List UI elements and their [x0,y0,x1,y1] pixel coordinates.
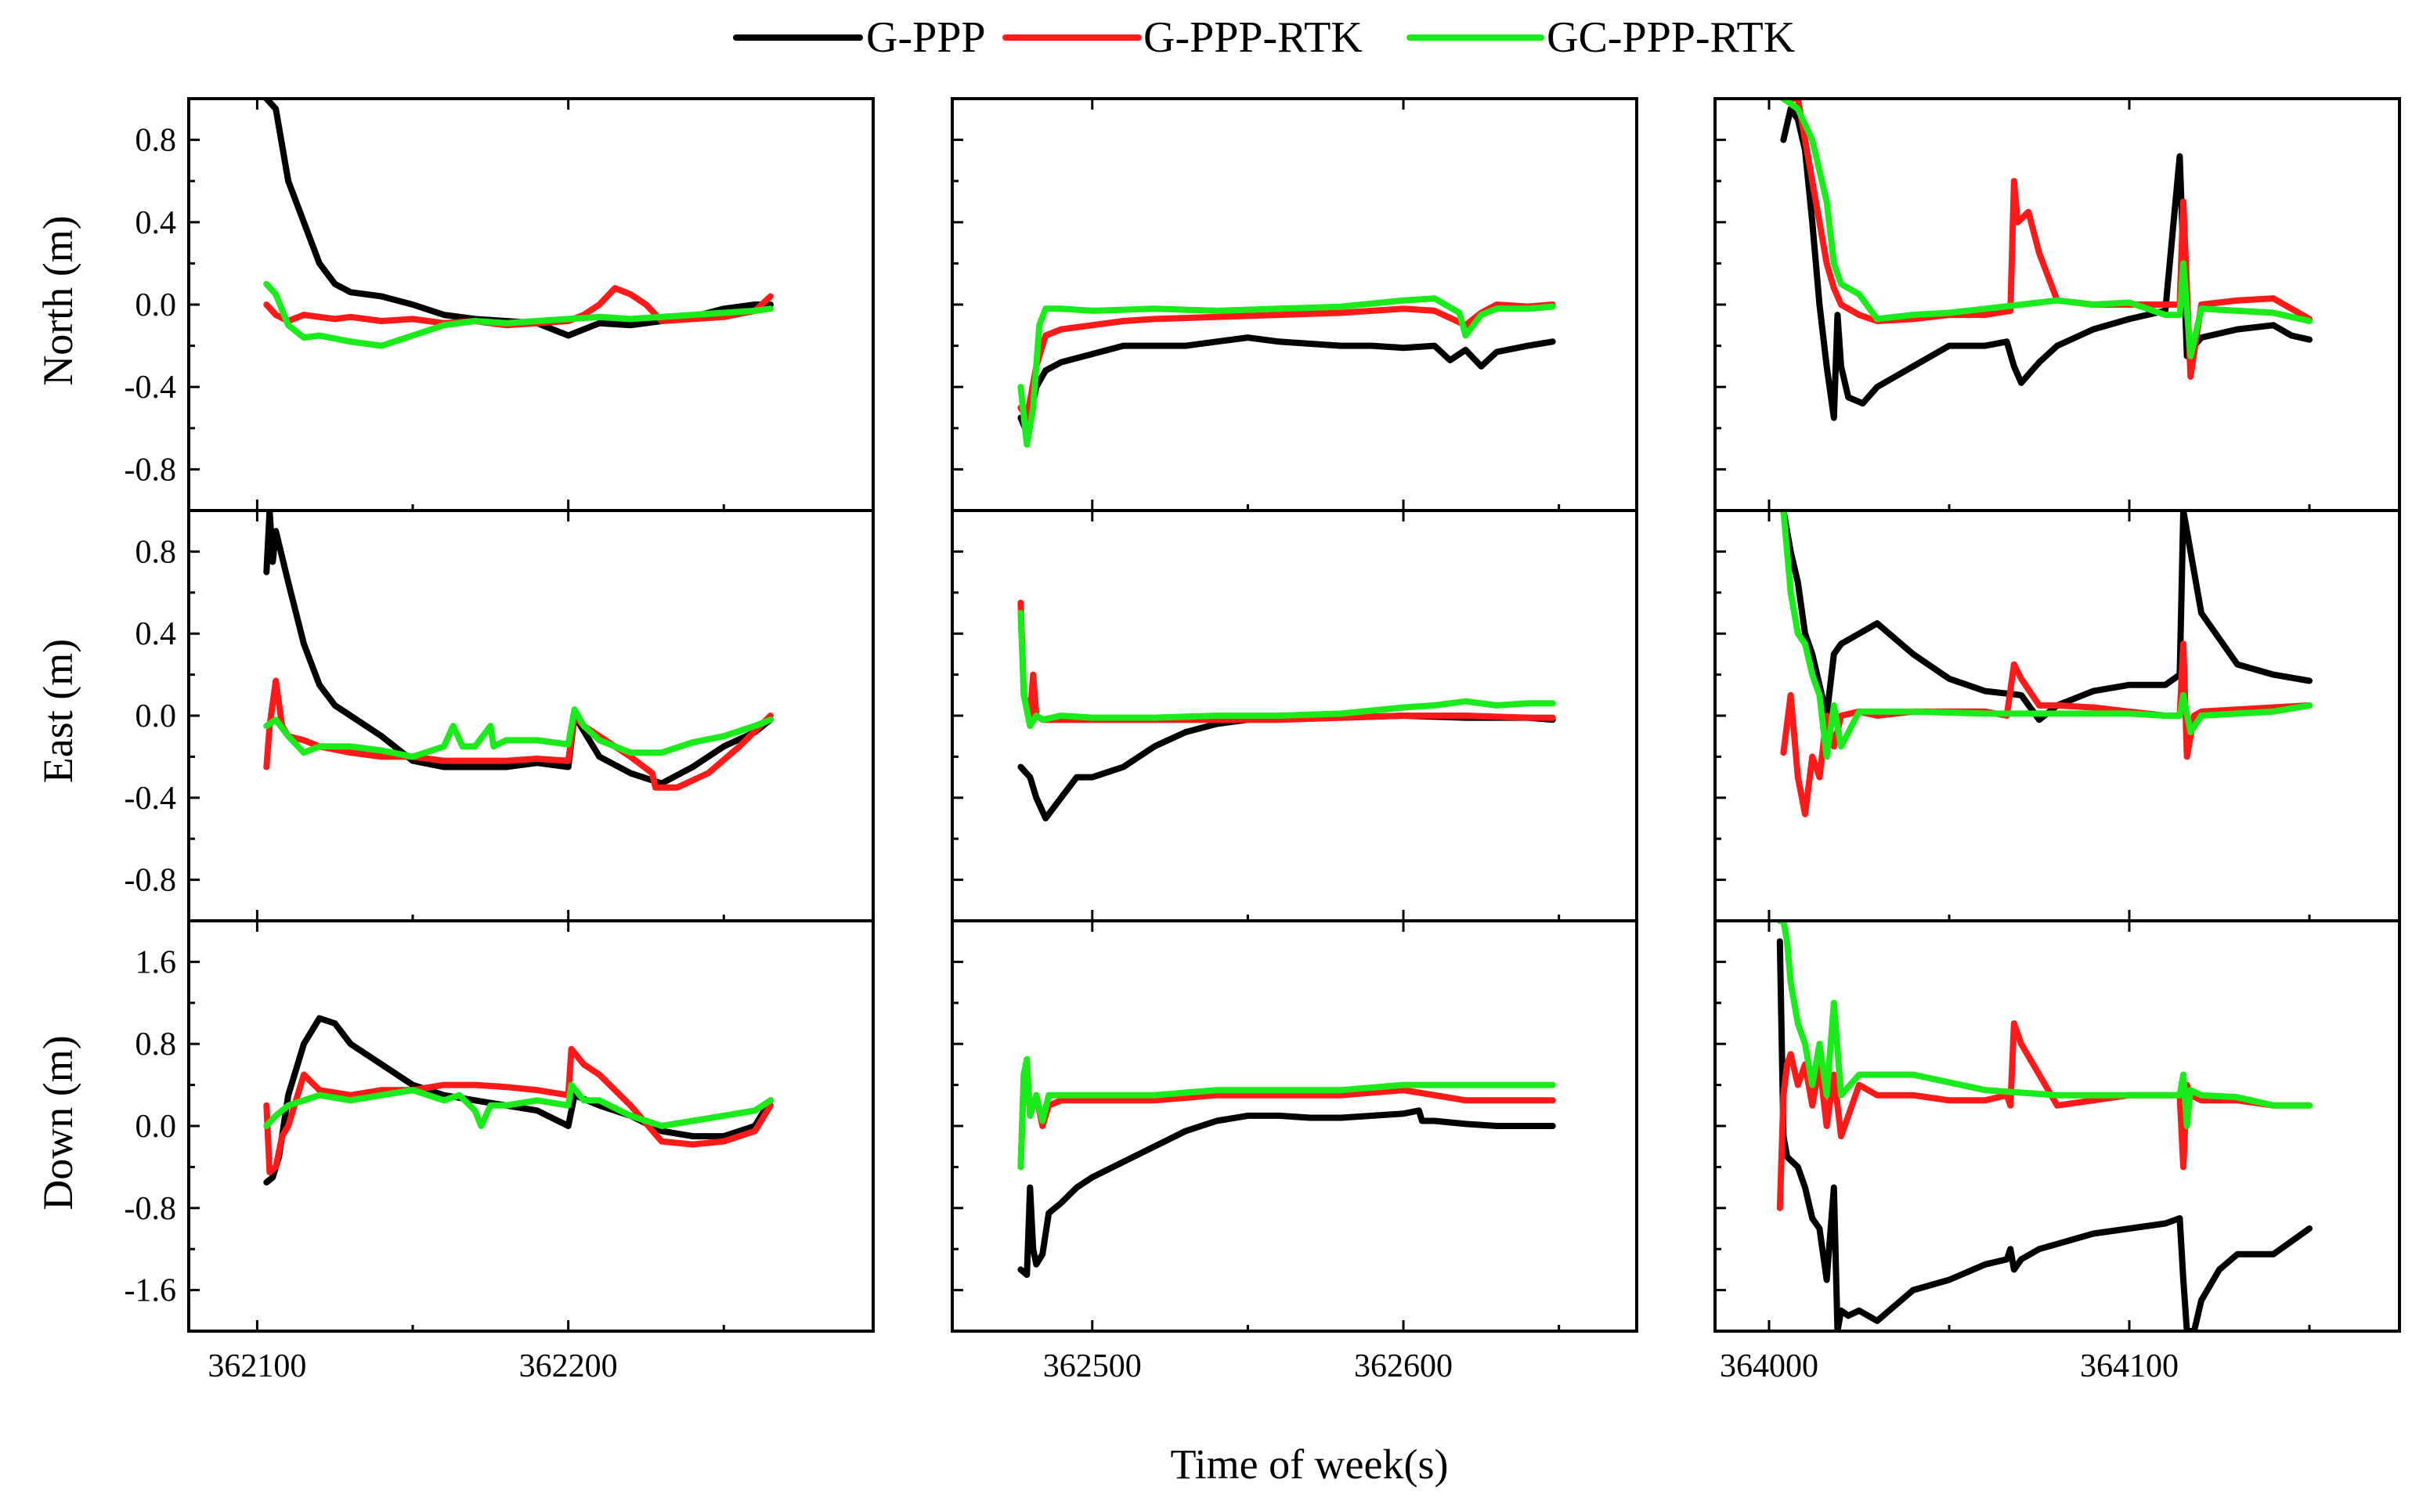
x-axis-title: Time of week(s) [1171,1441,1449,1488]
series-line-gc-ppp-rtk [1776,921,2313,1129]
series-line-g-ppp [1776,938,2313,1331]
series-line-g-ppp [1017,1107,1556,1278]
y-tick-label: -0.4 [125,370,177,406]
y-axis-title-east: East (m) [34,639,81,783]
panel-r0-c2 [1713,97,2401,512]
series-line-gc-ppp-rtk [1780,511,2313,760]
y-tick-label: 0.4 [135,205,177,241]
y-tick-label: 0.0 [135,287,177,323]
panel-r2-c0: 1.6 0.8 0.0 -0.8 -1.6 362100 362200 [125,919,875,1384]
y-tick-label: -0.8 [125,863,177,899]
y-tick-label: 0.0 [135,698,177,734]
legend-label-g-ppp: G-PPP [866,13,986,62]
panel-r2-c1-plot-area [1017,1056,1556,1278]
panel-r2-c0-plot-area [263,1015,774,1185]
series-line-gc-ppp-rtk [1017,1056,1556,1171]
series-line-g-ppp [1017,334,1556,436]
series-line-g-ppp [263,1015,774,1185]
y-tick-label: 0.4 [135,616,177,652]
panel-r1-c0: 0.8 0.4 0.0 -0.4 -0.8 [125,509,875,922]
series-line-g-ppp [1780,511,2313,724]
y-tick-label: -0.4 [125,781,177,817]
panel-r0-c0-plot-area [263,99,774,349]
x-tick-label: 364100 [2080,1348,2179,1384]
y-axis-title-down: Down (m) [34,1035,81,1210]
panel-r0-c2-plot-area [1780,99,2313,421]
series-line-gc-ppp-rtk [1017,295,1556,448]
panel-r1-c0-plot-area [263,511,774,791]
y-tick-label: 0.8 [135,123,177,159]
y-tick-label: 1.6 [135,944,177,980]
y-tick-label: 0.8 [135,534,177,570]
series-line-gc-ppp-rtk [263,706,774,760]
x-tick-label: 362600 [1354,1348,1453,1384]
y-tick-label: 0.8 [135,1027,177,1063]
panel-grid: 0.8 0.4 0.0 -0.4 -0.8 0.8 0.4 0.0 -0.4 -0.8 1.6 0.8… [125,97,2401,1384]
x-tick-label: 362100 [208,1348,306,1384]
series-line-gc-ppp-rtk [263,280,774,349]
series-line-gc-ppp-rtk [1780,99,2313,359]
x-tick-label: 364000 [1720,1348,1818,1384]
series-line-g-ppp-rtk [1780,641,2313,817]
y-axis-title-north: North (m) [34,215,81,385]
panel-r2-c2-plot-area [1776,921,2313,1331]
series-line-g-ppp [263,511,774,787]
x-tick-label: 362500 [1043,1348,1142,1384]
legend-label-gc-ppp-rtk: GC-PPP-RTK [1547,13,1795,62]
y-tick-label: -0.8 [125,1191,177,1227]
x-tick-label: 362200 [519,1348,618,1384]
legend: G-PPP G-PPP-RTK GC-PPP-RTK [733,13,1795,62]
panel-r0-c1-plot-area [1017,295,1556,448]
series-line-gc-ppp-rtk [263,1081,774,1129]
panel-r1-c2-plot-area [1780,511,2313,817]
panel-r2-c1: 362500 362600 [951,919,1638,1384]
y-tick-label: 0.0 [135,1109,177,1145]
panel-r1-c1-plot-area [1017,599,1556,821]
series-line-gc-ppp-rtk [1017,610,1556,730]
panel-r2-c2: 364000 364100 [1713,919,2401,1384]
series-line-g-ppp-rtk [263,1045,774,1175]
y-tick-label: -1.6 [125,1273,177,1309]
y-axis-titles: North (m) East (m) Down (m) [34,215,81,1210]
y-tick-label: -0.8 [125,452,177,488]
legend-label-g-ppp-rtk: G-PPP-RTK [1143,13,1363,62]
